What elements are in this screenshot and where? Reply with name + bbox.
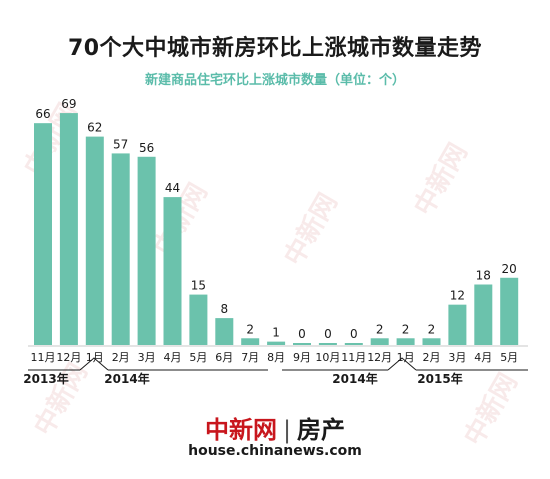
bar (293, 343, 311, 345)
chart-title: 70个大中城市新房环比上涨城市数量走势 (67, 36, 483, 61)
bar (59, 113, 78, 345)
data-label: 20 (502, 262, 517, 276)
x-tick-label: 12月 (367, 351, 392, 364)
x-tick-label: 10月 (315, 351, 340, 364)
year-label: 2014年 (332, 371, 377, 386)
x-tick-label: 4月 (474, 351, 492, 364)
data-label: 15 (191, 279, 206, 293)
bar (137, 156, 156, 345)
year-label: 2015年 (417, 371, 462, 386)
data-label: 44 (165, 181, 180, 195)
data-label: 57 (113, 137, 128, 151)
x-tick-label: 1月 (397, 351, 415, 364)
bar-chart: 66 11月 69 12月 62 1月 57 2月 56 3月 44 4月 15 5月 8 6月 2 7月 1 8月 0… (23, 97, 528, 386)
x-tick-label: 5月 (189, 351, 207, 364)
bar (215, 318, 234, 345)
data-label: 0 (350, 327, 358, 341)
data-label: 56 (139, 141, 154, 155)
x-tick-label: 3月 (448, 351, 466, 364)
x-tick-label: 3月 (138, 351, 156, 364)
year-label: 2014年 (104, 371, 149, 386)
bar (318, 343, 337, 345)
site-url: house.chinanews.com (188, 443, 362, 459)
data-label: 69 (61, 97, 76, 111)
x-tick-label: 2月 (112, 351, 130, 364)
data-label: 18 (476, 269, 491, 283)
data-label: 2 (246, 322, 254, 336)
data-label: 62 (87, 121, 102, 135)
bar (448, 304, 467, 345)
bar (85, 136, 104, 345)
x-tick-label: 4月 (164, 351, 182, 364)
bar (163, 197, 182, 345)
x-tick-label: 1月 (86, 351, 104, 364)
year-label: 2013年 (23, 371, 68, 386)
x-tick-label: 9月 (293, 351, 311, 364)
x-tick-label: 12月 (56, 351, 81, 364)
bar (422, 338, 441, 345)
bar (370, 338, 389, 345)
data-label: 12 (450, 289, 465, 303)
year-divider (387, 357, 417, 371)
chart-subtitle: 新建商品住宅环比上涨城市数量（单位：个） (144, 73, 405, 88)
data-label: 1 (272, 326, 280, 340)
x-tick-label: 11月 (341, 351, 366, 364)
footer-logo: 中新网 | 房产 (0, 410, 550, 445)
data-label: 66 (35, 107, 50, 121)
data-label: 0 (324, 327, 332, 341)
bar (241, 338, 260, 345)
data-label: 2 (376, 322, 384, 336)
brand-logo: 中新网 (204, 415, 277, 444)
bar (474, 284, 493, 345)
bar (267, 341, 286, 345)
section-label: 房产 (297, 416, 346, 444)
data-label: 2 (428, 322, 436, 336)
x-tick-label: 6月 (215, 351, 233, 364)
x-tick-label: 2月 (423, 351, 441, 364)
x-tick-label: 7月 (241, 351, 259, 364)
data-label: 8 (220, 302, 228, 316)
data-label: 2 (402, 322, 410, 336)
x-tick-label: 11月 (31, 351, 56, 364)
year-divider (79, 357, 109, 371)
bar (396, 338, 415, 345)
bar (34, 123, 52, 346)
x-tick-label: 8月 (267, 351, 285, 364)
x-tick-label: 5月 (500, 351, 518, 364)
bar (500, 277, 519, 345)
bar (189, 294, 208, 345)
bar (111, 153, 130, 345)
data-label: 0 (298, 327, 306, 341)
logo-divider: | (282, 416, 292, 444)
bar (344, 343, 363, 345)
